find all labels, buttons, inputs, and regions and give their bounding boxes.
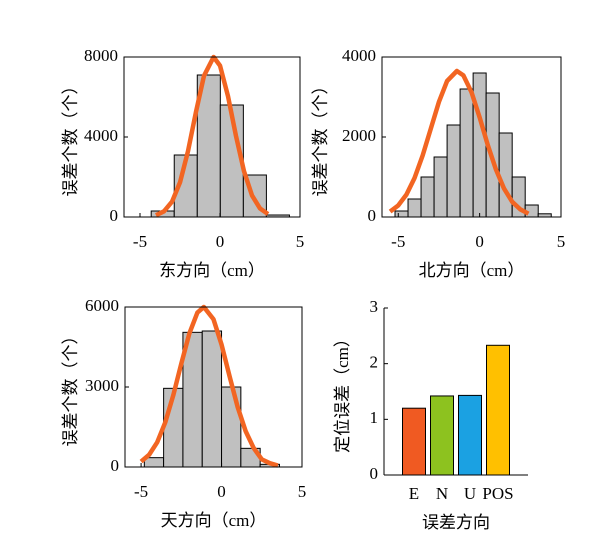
y-tick-label: 0 [370,464,379,483]
histogram-bar [472,72,487,218]
x-tick-label: -5 [134,482,148,501]
histogram-bar [459,88,474,218]
y-tick-label: 1 [370,408,379,427]
y-tick-label: 0 [368,206,377,225]
x-tick-label: 0 [217,482,226,501]
y-tick-label: 0 [110,206,119,225]
histogram-bar [446,124,461,218]
x-tick-label: 0 [216,232,225,251]
histogram-bar [221,386,242,468]
bar [458,394,482,476]
y-tick-label: 2 [370,353,379,372]
y-axis-label: 定位误差（cm） [333,330,352,453]
x-axis-label: 天方向（cm） [161,511,267,530]
fit-curve [388,68,530,216]
x-tick-label: U [464,484,476,503]
y-tick-label: 3000 [85,376,119,395]
histogram-bar [394,210,409,218]
x-tick-label: 0 [475,232,484,251]
y-tick-label: 2000 [342,126,376,145]
y-tick-label: 6000 [85,296,119,315]
y-tick-label: 4000 [84,126,118,145]
histogram-bar [407,198,422,218]
x-axis-label: 东方向（cm） [159,261,265,280]
x-axis-label: 误差方向 [422,513,490,532]
histogram-bar [420,176,435,218]
y-tick-label: 3 [370,297,379,316]
x-tick-label: -5 [391,232,405,251]
histogram-bar [201,330,223,468]
bar [402,407,426,476]
fit-curve [139,304,279,468]
y-axis-label: 误差个数（个） [311,78,330,197]
x-tick-label: E [409,484,419,503]
x-tick-label: 5 [557,232,566,251]
x-tick-label: POS [482,484,513,503]
histogram-bar [498,132,513,218]
histogram-bar [433,156,448,218]
x-tick-label: 5 [298,482,307,501]
y-tick-label: 8000 [84,46,118,65]
y-axis-label: 误差个数（个） [61,328,80,447]
y-axis-label: 误差个数（个） [61,78,80,197]
x-tick-label: N [436,484,448,503]
x-tick-label: 5 [296,232,305,251]
y-tick-label: 0 [111,456,120,475]
y-tick-label: 4000 [342,46,376,65]
x-axis-label: 北方向（cm） [419,261,525,280]
bar [430,395,454,476]
bar [486,344,510,476]
x-tick-label: -5 [133,232,147,251]
